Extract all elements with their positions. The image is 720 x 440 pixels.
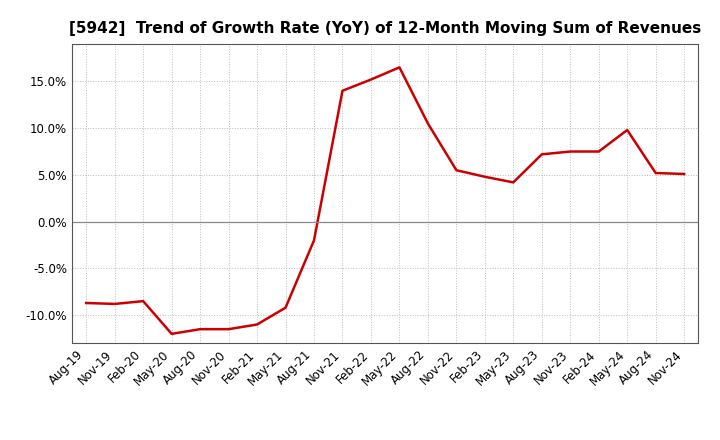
Title: [5942]  Trend of Growth Rate (YoY) of 12-Month Moving Sum of Revenues: [5942] Trend of Growth Rate (YoY) of 12-… xyxy=(69,21,701,36)
